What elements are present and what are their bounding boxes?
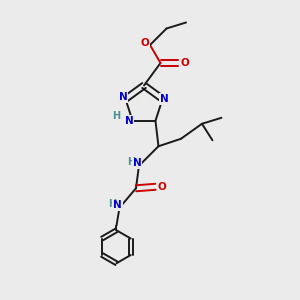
Text: N: N (113, 200, 122, 210)
Text: O: O (181, 58, 190, 68)
Text: O: O (158, 182, 167, 192)
Text: H: H (112, 111, 120, 121)
Text: H: H (108, 199, 116, 209)
Text: O: O (140, 38, 149, 49)
Text: N: N (124, 116, 133, 126)
Text: H: H (127, 157, 135, 167)
Text: N: N (160, 94, 168, 104)
Text: N: N (119, 92, 128, 103)
Text: N: N (133, 158, 141, 168)
